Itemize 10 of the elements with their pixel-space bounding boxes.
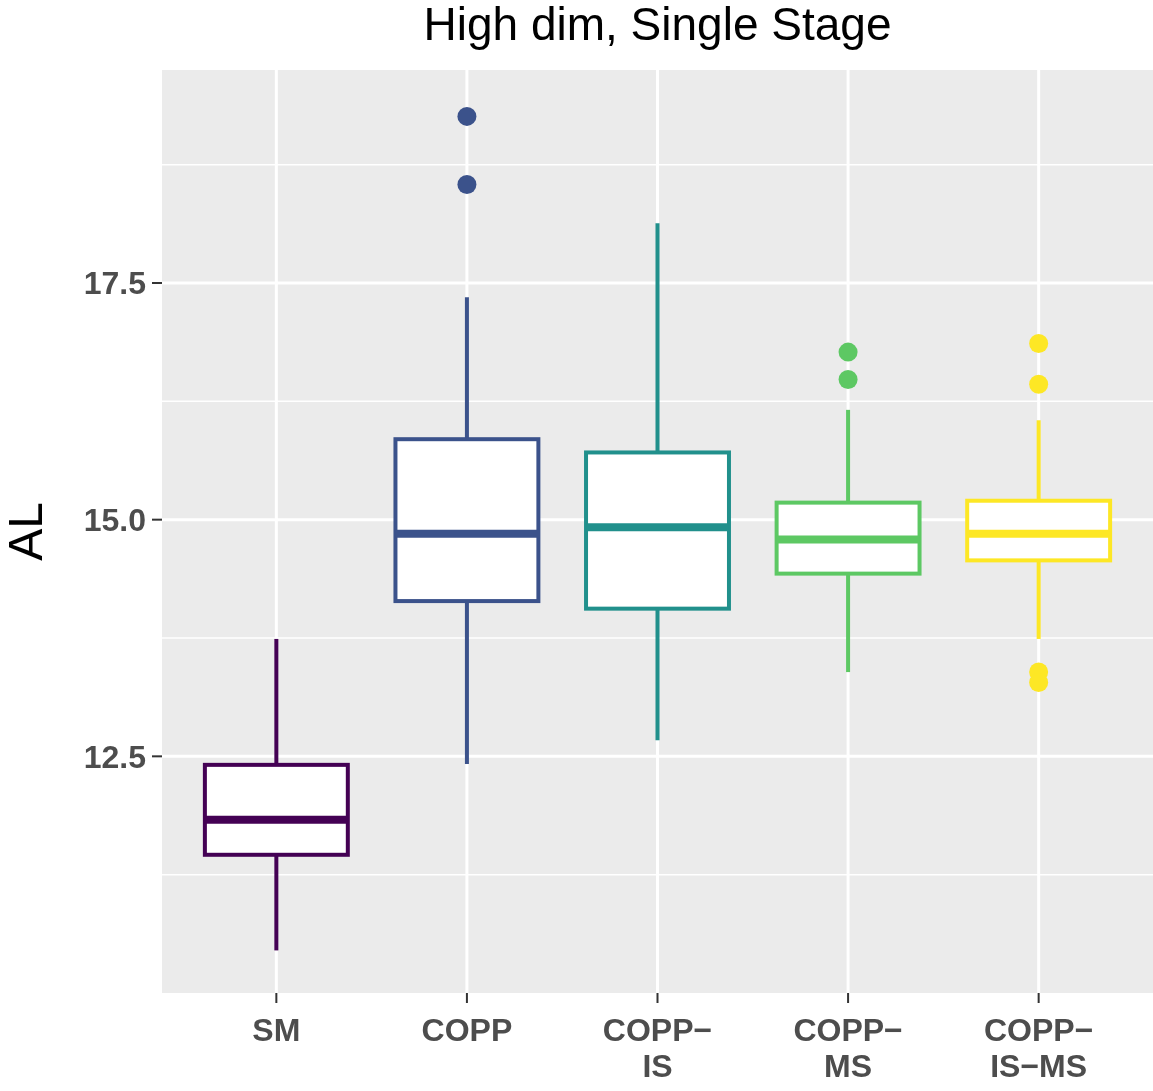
x-tick-label: COPP− IS [602, 1012, 713, 1084]
y-tick-label: 17.5 [83, 265, 146, 302]
y-tick-label: 12.5 [83, 738, 146, 775]
y-tick-label: 15.0 [83, 501, 146, 538]
x-tick-label: SM [252, 1012, 301, 1048]
x-tick-label: COPP− IS−MS [983, 1012, 1094, 1084]
x-tick-label: COPP [421, 1012, 513, 1048]
chart-title: High dim, Single Stage [423, 0, 892, 50]
y-axis-title: AL [0, 502, 52, 561]
x-tick-label: COPP− MS [793, 1012, 903, 1084]
